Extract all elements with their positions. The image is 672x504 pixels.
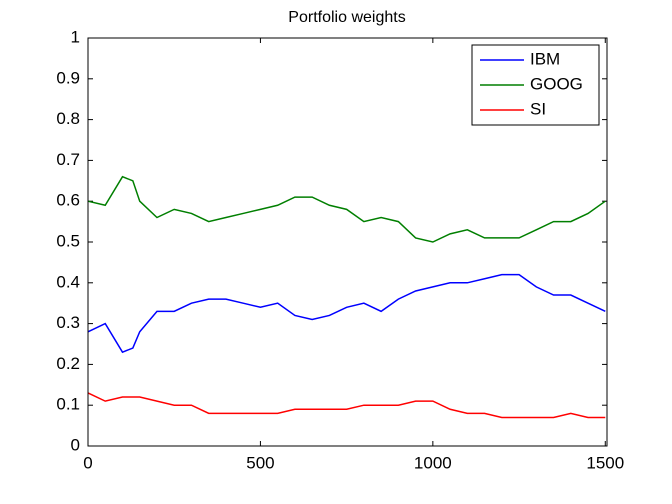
y-tick-label: 0.8 [56, 109, 80, 128]
x-tick-label: 1000 [414, 453, 452, 472]
x-tick-label: 500 [246, 453, 274, 472]
chart-title: Portfolio weights [288, 9, 405, 26]
line-series [87, 175, 606, 243]
legend-label: SI [530, 99, 546, 118]
y-tick-label: 0.2 [56, 354, 80, 373]
legend-label: IBM [530, 49, 560, 68]
y-tick-label: 0.1 [56, 395, 80, 414]
y-tick-label: 0.9 [56, 68, 80, 87]
y-tick-label: 0.3 [56, 313, 80, 332]
y-tick-label: 0.6 [56, 191, 80, 210]
line-series [87, 392, 606, 419]
y-tick-label: 0.4 [56, 272, 80, 291]
y-tick-label: 0 [71, 435, 80, 454]
x-tick-label: 0 [83, 453, 92, 472]
legend-label: GOOG [530, 74, 583, 93]
line-series [87, 273, 606, 354]
axes-box [87, 37, 608, 447]
y-tick-label: 1 [71, 27, 80, 46]
y-tick-label: 0.7 [56, 150, 80, 169]
x-tick-label: 1500 [586, 453, 624, 472]
y-tick-label: 0.5 [56, 231, 80, 250]
